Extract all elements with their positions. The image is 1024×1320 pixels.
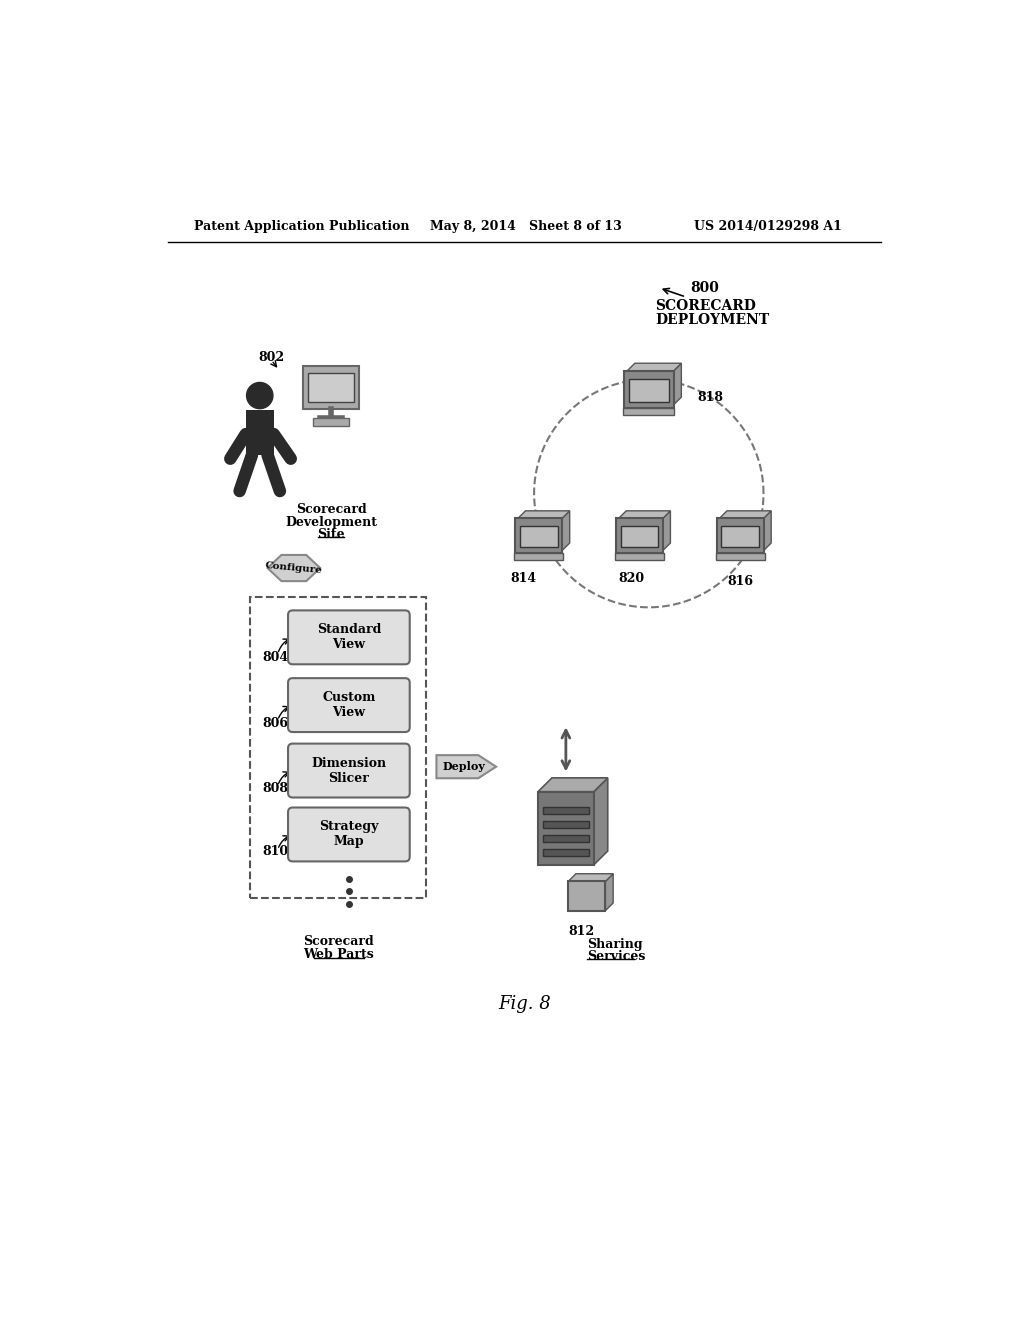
Text: Scorecard: Scorecard <box>296 503 367 516</box>
Text: 806: 806 <box>262 717 288 730</box>
Polygon shape <box>594 777 607 865</box>
Text: Development: Development <box>285 516 377 529</box>
Text: 808: 808 <box>262 781 288 795</box>
FancyBboxPatch shape <box>288 610 410 664</box>
Polygon shape <box>718 511 771 520</box>
Text: DEPLOYMENT: DEPLOYMENT <box>655 313 769 327</box>
FancyBboxPatch shape <box>288 743 410 797</box>
FancyBboxPatch shape <box>716 553 765 560</box>
Text: Custom
View: Custom View <box>323 692 376 719</box>
FancyBboxPatch shape <box>538 792 594 865</box>
FancyBboxPatch shape <box>624 371 674 408</box>
Polygon shape <box>568 874 613 882</box>
Text: Web Parts: Web Parts <box>303 948 374 961</box>
FancyBboxPatch shape <box>313 418 349 425</box>
Text: 814: 814 <box>510 572 537 585</box>
FancyBboxPatch shape <box>543 849 589 855</box>
Text: Dimension
Slicer: Dimension Slicer <box>311 756 386 784</box>
Text: Fig. 8: Fig. 8 <box>499 995 551 1012</box>
Text: Site: Site <box>317 528 345 541</box>
FancyBboxPatch shape <box>515 517 562 553</box>
Text: 818: 818 <box>697 391 724 404</box>
Polygon shape <box>626 363 681 372</box>
FancyBboxPatch shape <box>543 834 589 842</box>
FancyBboxPatch shape <box>514 553 563 560</box>
Bar <box>251 597 426 898</box>
Polygon shape <box>267 554 321 581</box>
Text: Standard
View: Standard View <box>316 623 381 651</box>
FancyBboxPatch shape <box>303 367 359 409</box>
Text: 800: 800 <box>690 281 720 294</box>
FancyBboxPatch shape <box>615 517 664 553</box>
Text: 804: 804 <box>262 651 288 664</box>
Text: Services: Services <box>587 950 645 964</box>
Polygon shape <box>662 511 671 552</box>
Text: Deploy: Deploy <box>443 762 485 772</box>
FancyBboxPatch shape <box>721 525 759 548</box>
Polygon shape <box>672 363 681 407</box>
Polygon shape <box>762 511 771 552</box>
Polygon shape <box>617 511 671 520</box>
Text: Strategy
Map: Strategy Map <box>319 821 379 849</box>
FancyBboxPatch shape <box>543 807 589 814</box>
Text: May 8, 2014   Sheet 8 of 13: May 8, 2014 Sheet 8 of 13 <box>430 219 622 232</box>
Polygon shape <box>561 511 569 552</box>
FancyBboxPatch shape <box>615 553 664 560</box>
FancyBboxPatch shape <box>543 821 589 828</box>
Text: US 2014/0129298 A1: US 2014/0129298 A1 <box>693 219 842 232</box>
FancyBboxPatch shape <box>717 517 764 553</box>
Text: Patent Application Publication: Patent Application Publication <box>194 219 410 232</box>
Text: 812: 812 <box>568 924 594 937</box>
Polygon shape <box>517 511 569 520</box>
Circle shape <box>247 383 273 409</box>
FancyBboxPatch shape <box>288 678 410 733</box>
FancyBboxPatch shape <box>520 525 558 548</box>
Polygon shape <box>436 755 496 779</box>
Text: 802: 802 <box>258 351 285 363</box>
FancyBboxPatch shape <box>246 411 273 455</box>
Text: 816: 816 <box>727 576 754 589</box>
FancyBboxPatch shape <box>624 408 675 414</box>
Text: SCORECARD: SCORECARD <box>655 300 756 313</box>
Text: 820: 820 <box>618 572 645 585</box>
Text: 810: 810 <box>262 845 288 858</box>
Text: Configure: Configure <box>265 561 323 576</box>
FancyBboxPatch shape <box>568 882 605 911</box>
Text: Scorecard: Scorecard <box>303 935 374 948</box>
Polygon shape <box>538 777 607 792</box>
Text: Sharing: Sharing <box>587 937 642 950</box>
FancyBboxPatch shape <box>288 808 410 862</box>
FancyBboxPatch shape <box>308 374 354 403</box>
FancyBboxPatch shape <box>629 379 669 401</box>
FancyBboxPatch shape <box>621 525 658 548</box>
Polygon shape <box>605 874 613 911</box>
